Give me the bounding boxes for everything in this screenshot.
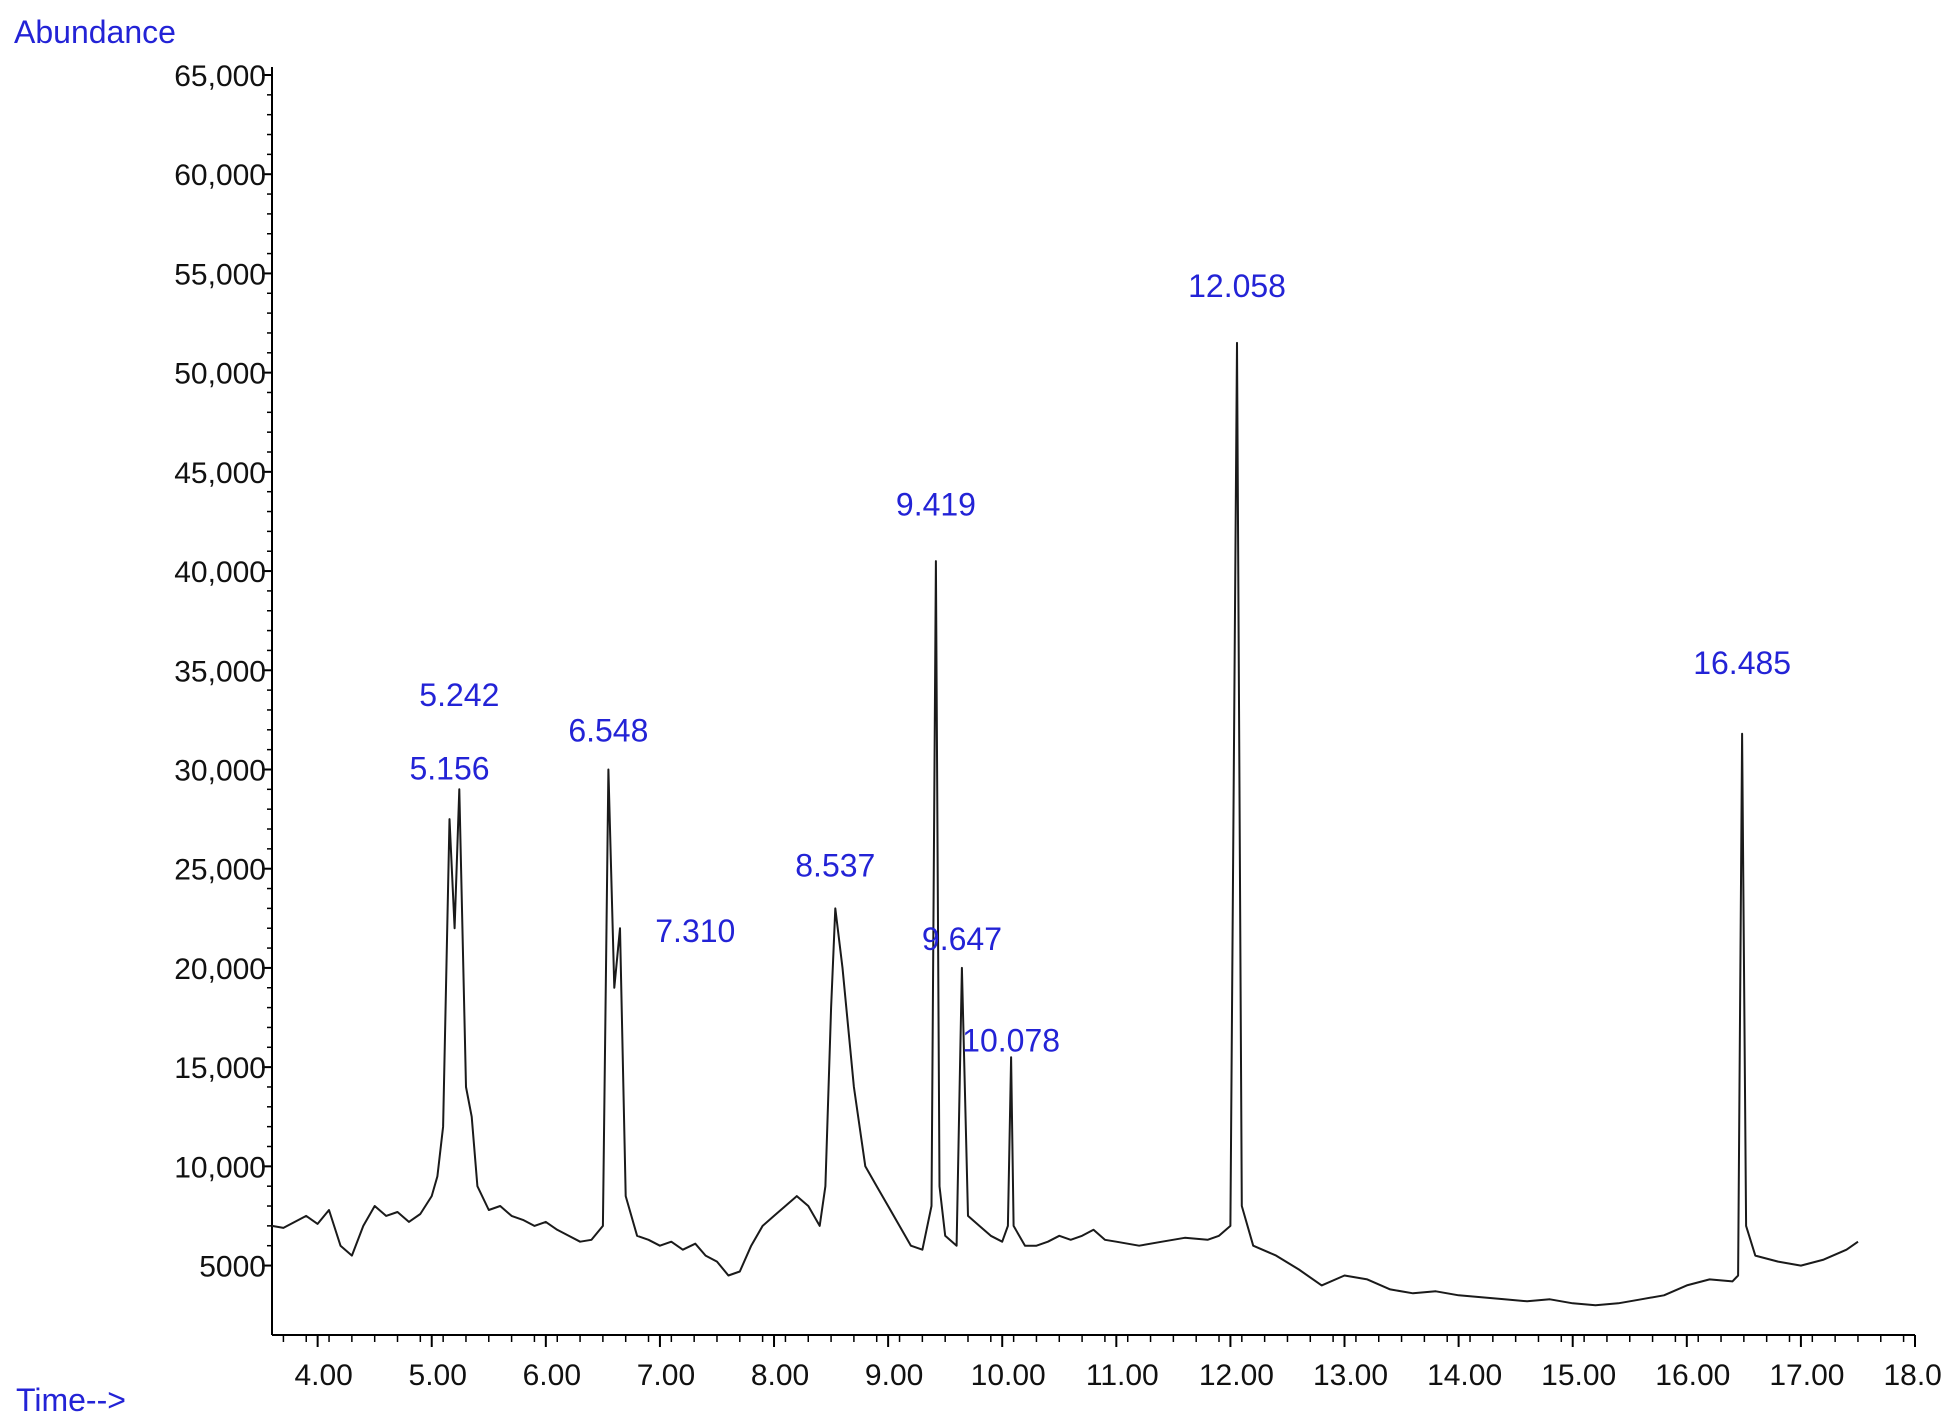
x-tick-label: 4.00 (294, 1359, 352, 1392)
y-tick-label: 40,000 (174, 556, 266, 589)
y-tick-label: 30,000 (174, 754, 266, 787)
y-tick-label: 50,000 (174, 358, 266, 391)
y-tick-label: 35,000 (174, 655, 266, 688)
peak-label: 5.242 (419, 677, 499, 713)
peak-label: 8.537 (795, 848, 875, 884)
x-tick-label: 14.00 (1427, 1359, 1502, 1392)
peak-label: 10.078 (962, 1022, 1060, 1058)
y-tick-label: 60,000 (174, 159, 266, 192)
x-tick-label: 6.00 (523, 1359, 581, 1392)
x-tick-label: 8.00 (751, 1359, 809, 1392)
x-tick-label: 10.00 (971, 1359, 1046, 1392)
x-tick-label: 12.00 (1199, 1359, 1274, 1392)
x-tick-label: 18.00 (1883, 1359, 1942, 1392)
peak-label: 7.310 (655, 913, 735, 949)
y-tick-label: 65,000 (174, 60, 266, 93)
peak-label: 16.485 (1693, 645, 1791, 681)
peak-label: 6.548 (568, 713, 648, 749)
chart-axes (271, 67, 1915, 1336)
chromatogram-trace (271, 341, 1859, 1307)
x-tick-label: 9.00 (865, 1359, 923, 1392)
x-tick-label: 15.00 (1541, 1359, 1616, 1392)
y-tick-label: 20,000 (174, 953, 266, 986)
x-tick-label: 5.00 (409, 1359, 467, 1392)
x-tick-label: 16.00 (1655, 1359, 1730, 1392)
x-tick-label: 17.00 (1769, 1359, 1844, 1392)
y-tick-label: 25,000 (174, 854, 266, 887)
peak-label: 9.647 (922, 921, 1002, 957)
x-axis-title: Time--> (16, 1382, 126, 1418)
peak-labels: 5.156 5.242 6.548 7.310 8.537 9.419 9.647 10.07… (409, 268, 1791, 1058)
y-axis-ticks: 5000 10,000 15,000 20,000 25,000 30,000 35,000… (174, 60, 272, 1284)
y-tick-label: 10,000 (174, 1151, 266, 1184)
x-tick-label: 13.00 (1313, 1359, 1388, 1392)
x-tick-label: 7.00 (637, 1359, 695, 1392)
chromatogram-trace-group (271, 341, 1859, 1307)
peak-label: 5.156 (409, 750, 489, 786)
peak-label: 12.058 (1188, 268, 1286, 304)
peak-label: 9.419 (896, 487, 976, 523)
x-axis-ticks: 4.00 5.00 6.00 7.00 8.00 9.00 10.00 11.00 12.00 1… (282, 1335, 1942, 1392)
y-axis-title: Abundance (14, 14, 176, 50)
x-tick-label: 11.00 (1086, 1359, 1159, 1392)
y-tick-label: 55,000 (174, 258, 266, 291)
y-tick-label: 15,000 (174, 1052, 266, 1085)
y-tick-label: 5000 (199, 1251, 266, 1284)
y-tick-label: 45,000 (174, 457, 266, 490)
